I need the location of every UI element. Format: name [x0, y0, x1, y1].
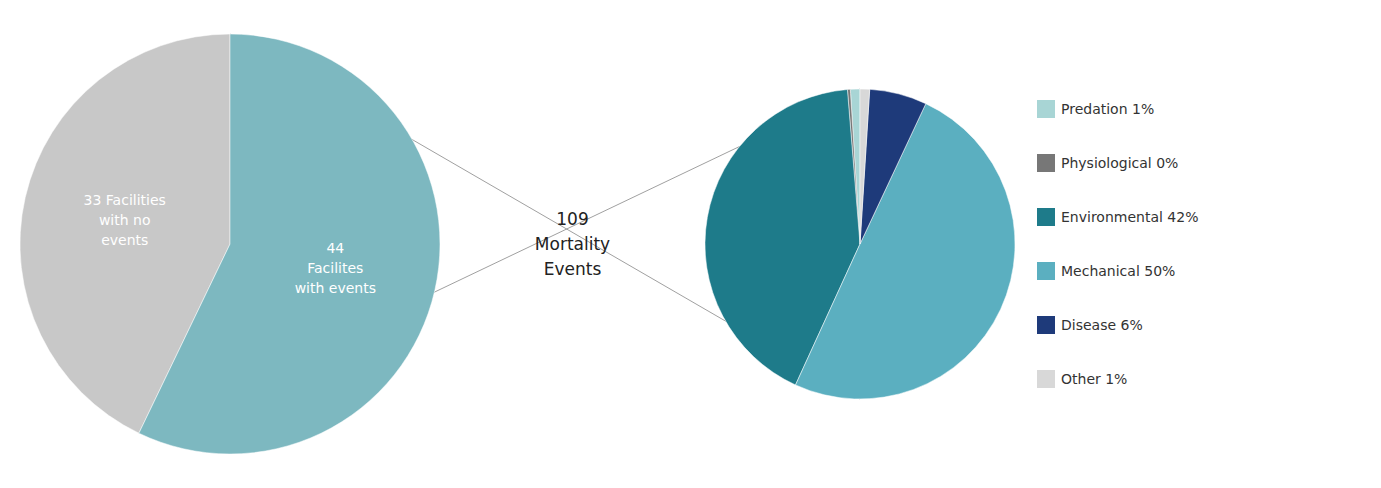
svg-text:Predation 1%: Predation 1%	[1061, 101, 1154, 117]
svg-text:Other 1%: Other 1%	[1061, 371, 1127, 387]
svg-text:Mechanical 50%: Mechanical 50%	[1061, 263, 1175, 279]
svg-text:with no: with no	[99, 212, 151, 228]
svg-text:Events: Events	[544, 259, 602, 279]
svg-text:with events: with events	[295, 280, 376, 296]
svg-text:109: 109	[556, 209, 588, 229]
svg-text:33 Facilities: 33 Facilities	[84, 192, 166, 208]
svg-text:44: 44	[326, 240, 344, 256]
svg-text:Facilites: Facilites	[307, 260, 363, 276]
svg-text:Mortality: Mortality	[535, 234, 610, 254]
svg-text:events: events	[101, 232, 148, 248]
svg-text:Environmental 42%: Environmental 42%	[1061, 209, 1198, 225]
svg-text:Disease 6%: Disease 6%	[1061, 317, 1143, 333]
svg-text:Physiological 0%: Physiological 0%	[1061, 155, 1178, 171]
